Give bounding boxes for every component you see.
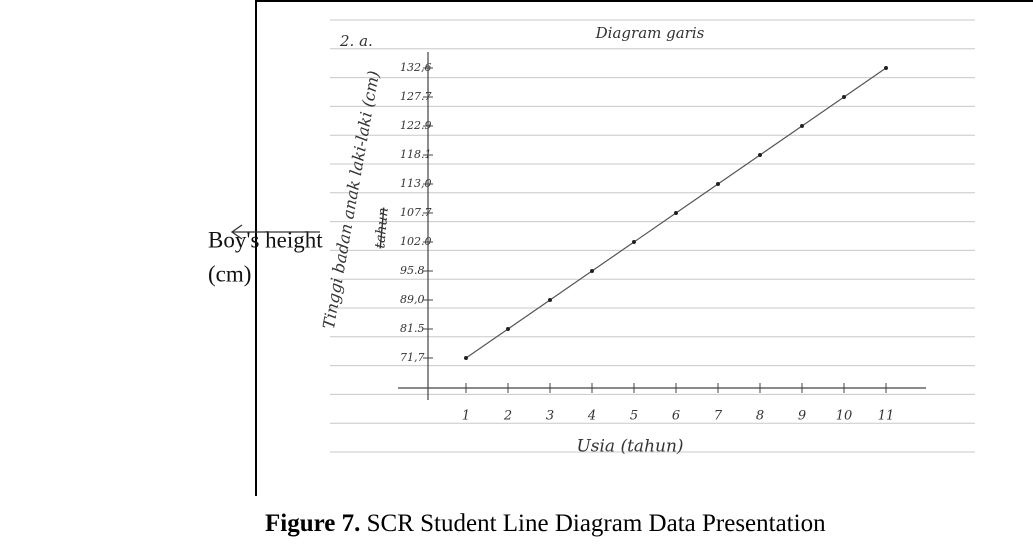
data-point: [800, 124, 804, 128]
data-point: [674, 211, 678, 215]
page: Boy's height (cm) 2. a. Diagram garis Ti…: [0, 0, 1033, 552]
x-tick-label: 11: [878, 409, 895, 424]
x-tick-label: 6: [672, 409, 680, 424]
y-axis-label: Tinggi badan anak laki-laki (cm): [319, 69, 383, 330]
caption-text: SCR Student Line Diagram Data Presentati…: [367, 510, 826, 537]
figure: Boy's height (cm) 2. a. Diagram garis Ti…: [0, 0, 1033, 552]
data-point: [548, 298, 552, 302]
y-tick-label: 89,0: [400, 293, 425, 306]
x-tick-label: 4: [587, 409, 596, 424]
caption-label: Figure 7.: [265, 510, 360, 537]
y-tick-label: 95.8: [400, 264, 425, 277]
x-tick-label: 8: [756, 409, 764, 424]
chart-title: Diagram garis: [595, 24, 705, 42]
data-point: [758, 153, 762, 157]
caption: Figure 7. SCR Student Line Diagram Data …: [265, 510, 826, 537]
x-tick-label: 10: [836, 409, 853, 424]
x-axis-label: Usia (tahun): [576, 437, 683, 457]
data-point: [842, 95, 846, 99]
x-tick-label: 3: [546, 409, 554, 424]
x-tick-label: 1: [462, 409, 470, 424]
data-point: [464, 356, 468, 360]
x-tick-label: 2: [503, 409, 512, 424]
annotation-line: Boy's height: [208, 227, 323, 252]
y-label-group: Tinggi badan anak laki-laki (cm): [319, 69, 383, 330]
x-tick-label: 7: [714, 409, 723, 424]
data-point: [506, 327, 510, 331]
data-point: [716, 182, 720, 186]
y-tick-label: 81.5: [400, 322, 425, 335]
struck-label: tahun: [372, 207, 392, 249]
data-point: [590, 269, 594, 273]
x-tick-label: 9: [798, 409, 806, 424]
struck-group: tahun: [372, 207, 392, 249]
data-point: [884, 66, 888, 70]
exercise-number: 2. a.: [339, 32, 373, 50]
y-tick-label: 71,7: [400, 351, 425, 364]
data-point: [632, 240, 636, 244]
annotation-line: (cm): [208, 261, 251, 286]
x-tick-label: 5: [630, 409, 638, 424]
